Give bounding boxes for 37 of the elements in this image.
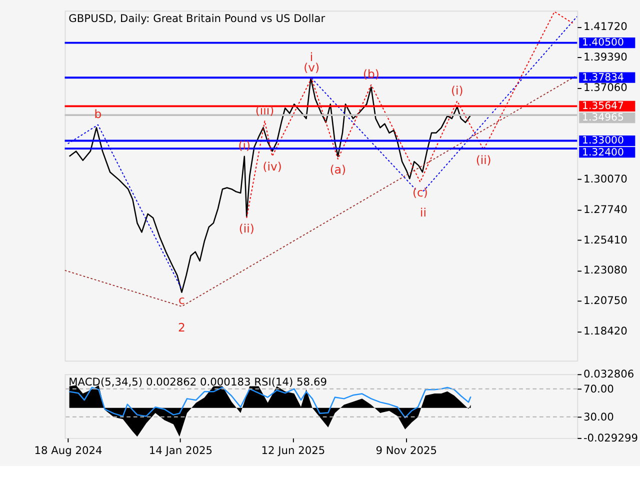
y-tick-label: 1.18420 <box>583 324 628 338</box>
annotation: (c) <box>412 185 428 200</box>
y-tick-label: 1.41720 <box>583 20 628 34</box>
annotation: (iv) <box>262 160 282 174</box>
annotation: (a) <box>330 162 346 177</box>
y-tick-label: 30.00 <box>583 410 614 424</box>
annotation: (i) <box>451 83 464 98</box>
annotation: ii <box>420 205 426 220</box>
ref-line-label: 1.37834 <box>582 72 624 84</box>
ref-line-label: 1.33000 <box>582 136 624 147</box>
y-tick-label: 1.39390 <box>583 50 628 64</box>
ref-line-label: 1.34965 <box>582 112 624 124</box>
annotation: (ii) <box>476 153 492 168</box>
annotation: 2 <box>178 320 186 335</box>
ref-line-label: 1.35647 <box>582 101 624 112</box>
y-tick-label: 1.30070 <box>583 172 628 186</box>
ref-line-label: 1.32400 <box>582 147 624 158</box>
y-tick-label: 1.23080 <box>583 264 628 277</box>
chart-title: MACD(5,34,5) 0.002862 0.000183 RSI(14) 58.69 <box>68 376 328 389</box>
chart-title: GBPUSD, Daily: Great Britain Pound vs US Dollar <box>68 12 326 26</box>
y2-tick-label: -0.029299 <box>583 431 638 444</box>
y-tick-label: 1.27740 <box>583 202 628 216</box>
annotation: (ii) <box>238 221 254 236</box>
x-tick-label: 12 Jun 2025 <box>261 444 326 457</box>
y-tick-label: 1.20750 <box>583 294 628 308</box>
y-tick-label: 1.25410 <box>583 233 628 246</box>
y-tick-label: 1.37060 <box>583 81 628 94</box>
x-tick-label: 9 Nov 2025 <box>376 444 437 457</box>
ref-line-label: 1.40500 <box>582 38 624 49</box>
x-tick-label: 18 Aug 2024 <box>34 444 103 457</box>
annotation: c <box>178 292 185 307</box>
line-series <box>68 386 472 418</box>
y-tick-label: 70.00 <box>583 382 614 396</box>
annotation: (iii) <box>255 103 274 118</box>
annotation: b <box>94 107 102 122</box>
x-tick-label: 14 Jan 2025 <box>148 444 213 457</box>
y2-tick-label: 0.032806 <box>583 368 634 381</box>
